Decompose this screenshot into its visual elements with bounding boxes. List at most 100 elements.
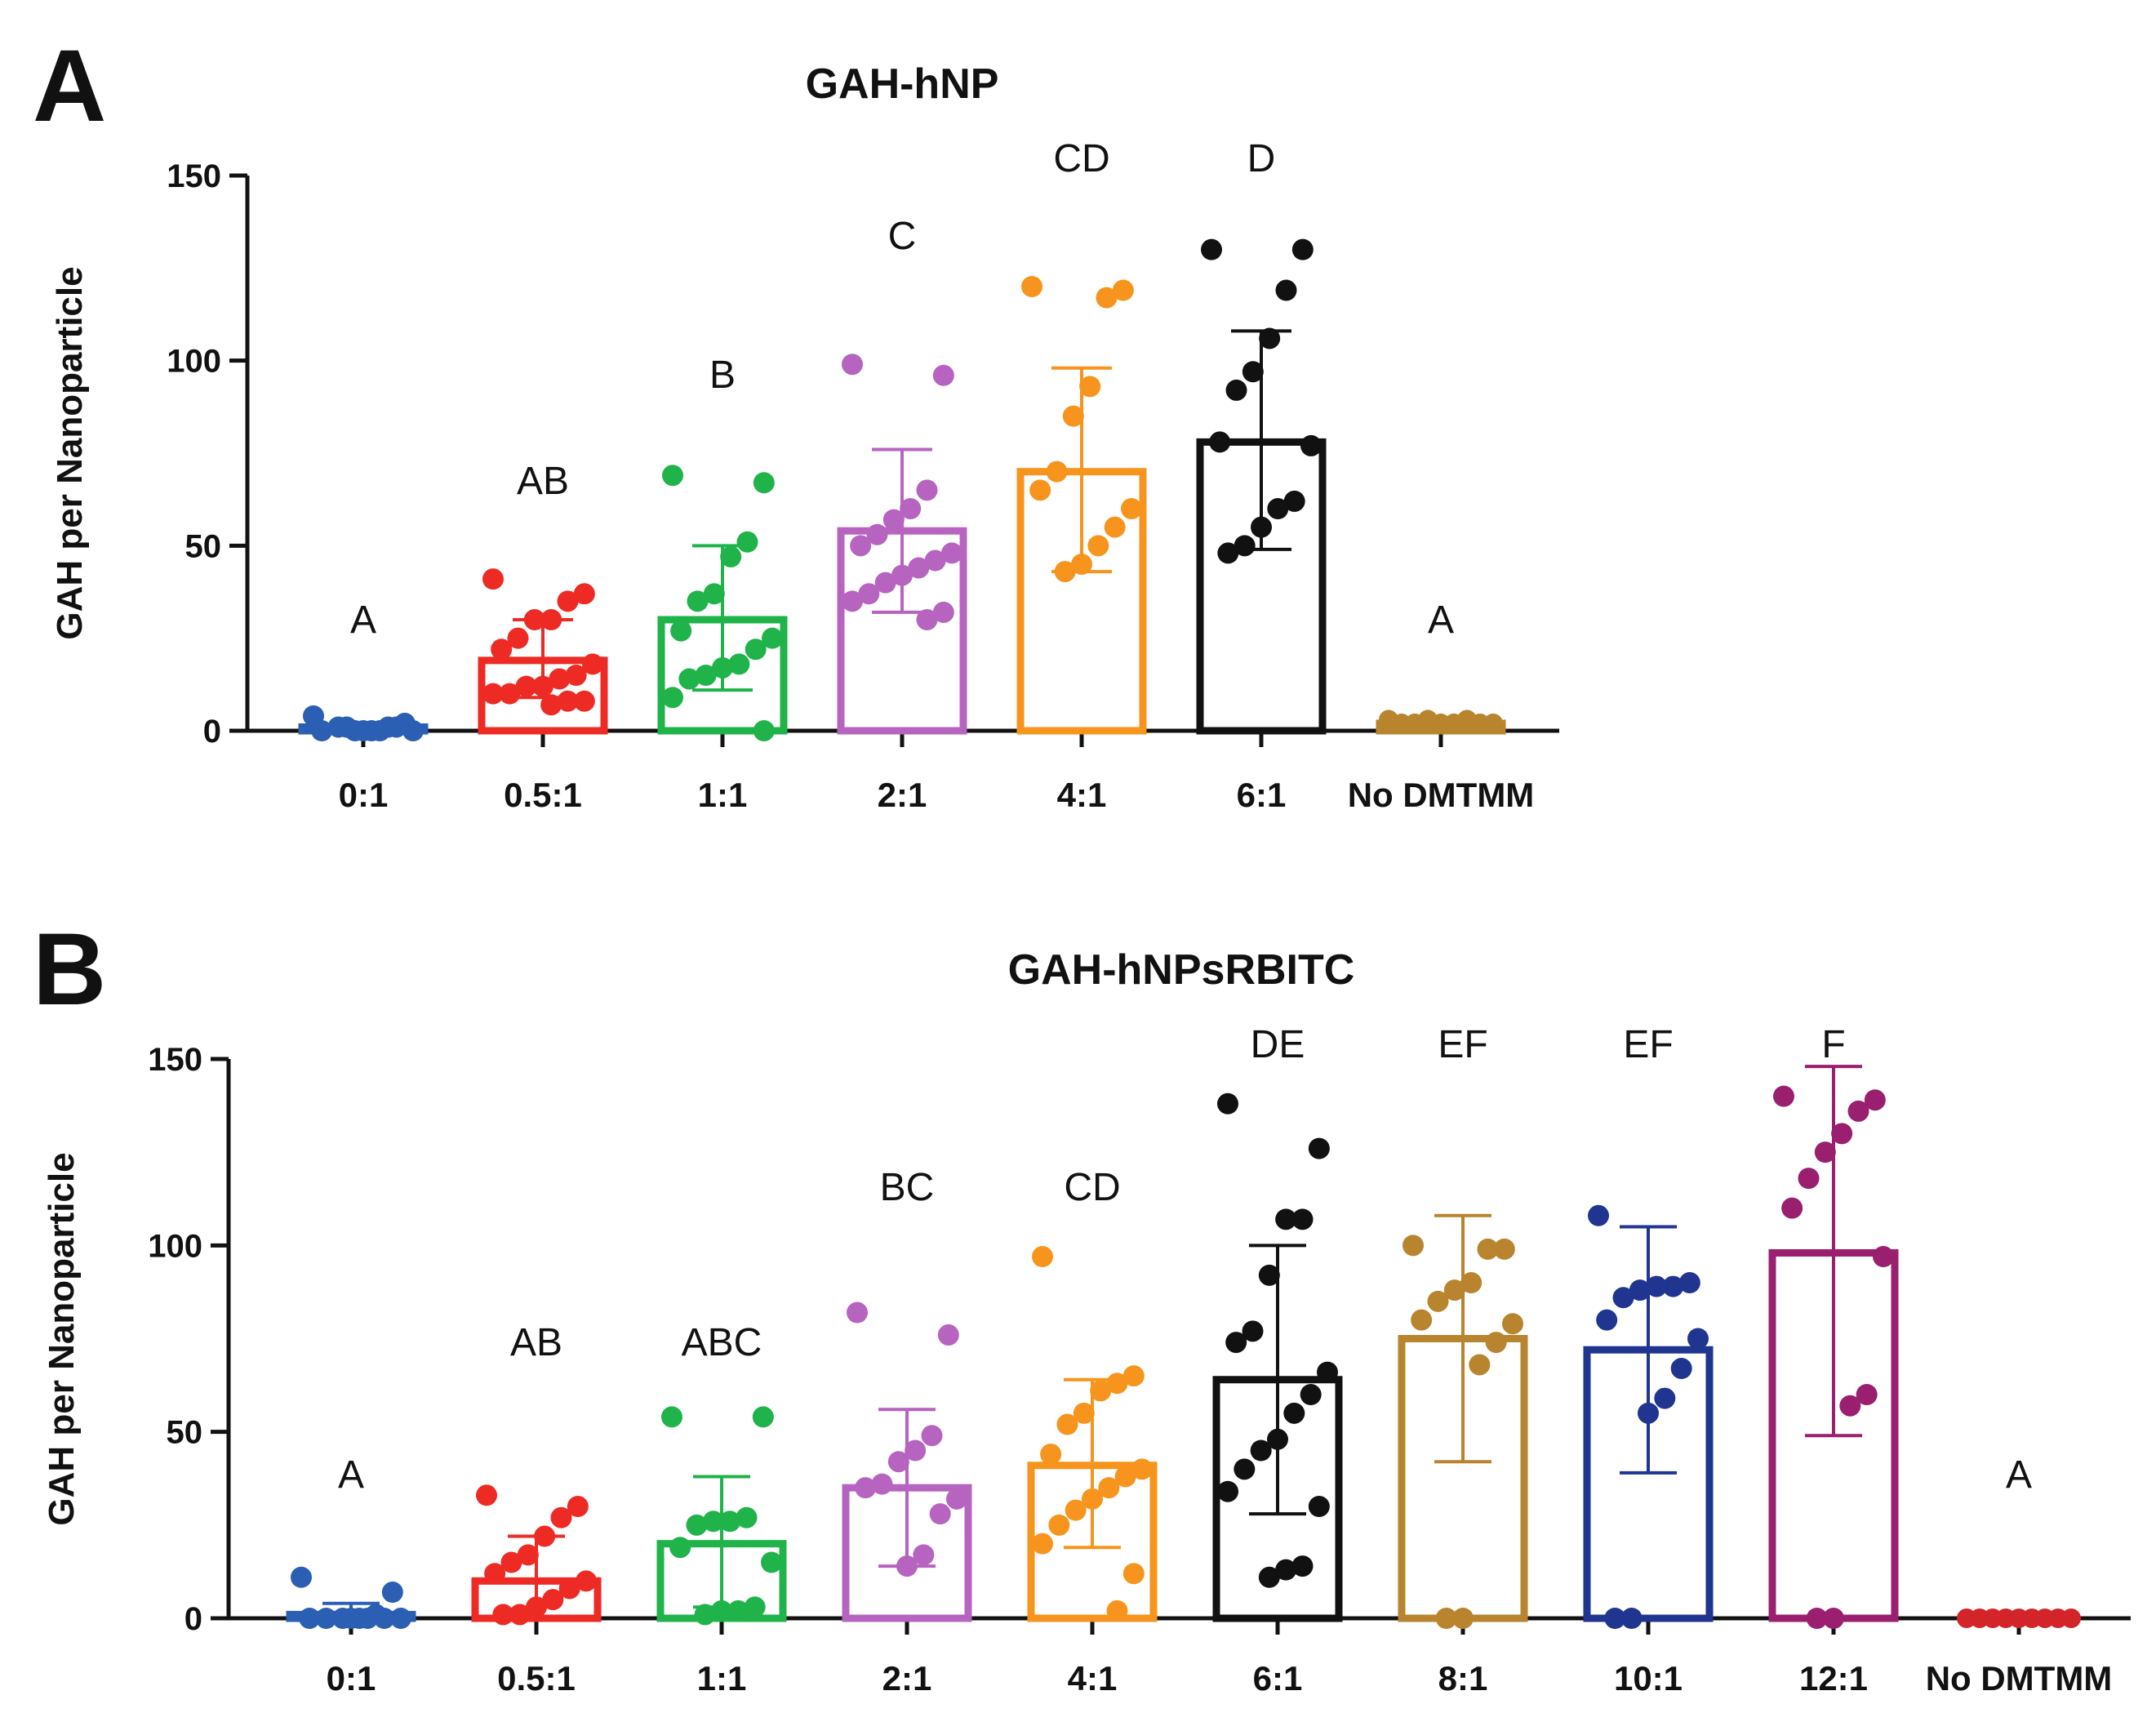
data-point (761, 1551, 782, 1573)
data-point (1654, 1387, 1676, 1409)
x-tick-label: 2:1 (878, 776, 927, 814)
data-point (1217, 1480, 1238, 1502)
data-point (1096, 287, 1118, 309)
significance-label: A (338, 1453, 364, 1497)
data-point (1106, 1600, 1128, 1622)
data-point (1435, 1608, 1457, 1629)
data-point (678, 668, 700, 690)
data-point (1258, 1566, 1280, 1588)
y-tick-label: 50 (167, 1415, 203, 1451)
x-tick-label: 10:1 (1614, 1659, 1683, 1697)
data-point (1225, 379, 1247, 401)
significance-label: EF (1438, 1023, 1487, 1066)
data-point (1629, 1279, 1651, 1301)
data-point (887, 1451, 909, 1473)
data-point (1275, 1559, 1297, 1581)
data-point (573, 690, 595, 712)
data-point (1021, 276, 1042, 297)
data-point (299, 1608, 321, 1629)
data-point (916, 609, 938, 630)
data-point (1032, 1533, 1053, 1555)
significance-label: A (1428, 598, 1454, 642)
data-point (842, 590, 863, 612)
data-point (670, 620, 692, 642)
data-point (1098, 1477, 1120, 1499)
data-point (550, 1506, 572, 1528)
data-point (1065, 1499, 1087, 1521)
data-point (1452, 1608, 1474, 1629)
data-point (937, 1324, 959, 1346)
data-point (1300, 434, 1322, 456)
data-point (1291, 1208, 1314, 1230)
data-point (1493, 1238, 1515, 1260)
data-point (924, 549, 946, 572)
x-tick-label: No DMTMM (1348, 776, 1535, 814)
x-tick-label: 0:1 (339, 776, 389, 814)
data-point (1275, 279, 1297, 301)
data-point (932, 364, 954, 386)
data-point (515, 675, 537, 697)
data-point (720, 545, 742, 567)
x-tick-label: 0.5:1 (497, 1659, 576, 1697)
data-point (1046, 461, 1068, 483)
data-point (1588, 1204, 1609, 1226)
y-axis-label-a: GAH per Nanoparticle (50, 266, 90, 639)
data-point (946, 1488, 967, 1510)
data-point (1485, 1332, 1507, 1354)
data-point (1291, 238, 1314, 260)
data-point (1242, 1320, 1264, 1342)
data-point (858, 583, 880, 605)
data-point (753, 472, 775, 494)
data-point (373, 1608, 395, 1629)
data-point (882, 509, 905, 531)
data-point (687, 590, 709, 612)
data-point (291, 1566, 312, 1588)
data-point (390, 1608, 411, 1629)
data-point (1131, 1458, 1153, 1480)
significance-label: EF (1623, 1023, 1673, 1066)
data-point (703, 583, 725, 605)
data-point (871, 1473, 893, 1495)
data-point (1403, 1235, 1424, 1257)
data-point (1104, 516, 1126, 538)
data-point (1687, 1328, 1709, 1350)
data-point (1773, 1085, 1794, 1107)
data-point (1112, 279, 1134, 301)
x-tick-label: No DMTMM (1926, 1659, 2113, 1697)
data-point (336, 716, 358, 738)
data-point (1411, 1309, 1433, 1331)
data-point (1662, 1275, 1684, 1297)
data-point (1847, 1100, 1869, 1122)
data-point (847, 1301, 868, 1324)
data-point (557, 590, 579, 612)
data-point (565, 665, 587, 686)
x-tick-label: 8:1 (1438, 1659, 1488, 1697)
data-point (1823, 1608, 1844, 1629)
significance-label: AB (517, 460, 569, 503)
data-point (929, 1503, 951, 1525)
data-point (482, 683, 504, 705)
x-tick-label: 2:1 (882, 1659, 932, 1697)
data-point (558, 1577, 580, 1600)
data-point (1477, 1238, 1499, 1260)
y-tick-label: 0 (184, 1601, 202, 1637)
data-point (1209, 431, 1231, 453)
significance-label: CD (1053, 137, 1109, 180)
panel-letter-a: A (33, 29, 106, 143)
data-point (1856, 1384, 1878, 1405)
data-point (913, 1544, 935, 1566)
data-point (855, 1477, 877, 1499)
x-tick-label: 4:1 (1068, 1659, 1118, 1697)
data-point (1040, 1444, 1062, 1466)
data-point (1073, 1402, 1095, 1424)
plot-area-b: 0 50 100 150 0:1 0.5:1 1:1 2:1 4:1 6:1 8:1 10:1 12:1… (148, 1023, 2131, 1697)
data-point (549, 668, 571, 690)
data-point (582, 653, 603, 675)
data-point (1121, 498, 1142, 519)
data-point (1201, 238, 1222, 260)
data-point (874, 572, 896, 594)
data-point (517, 1544, 539, 1566)
x-tick-label: 6:1 (1237, 776, 1287, 814)
data-point (1283, 490, 1305, 512)
y-tick-label: 50 (185, 528, 222, 564)
